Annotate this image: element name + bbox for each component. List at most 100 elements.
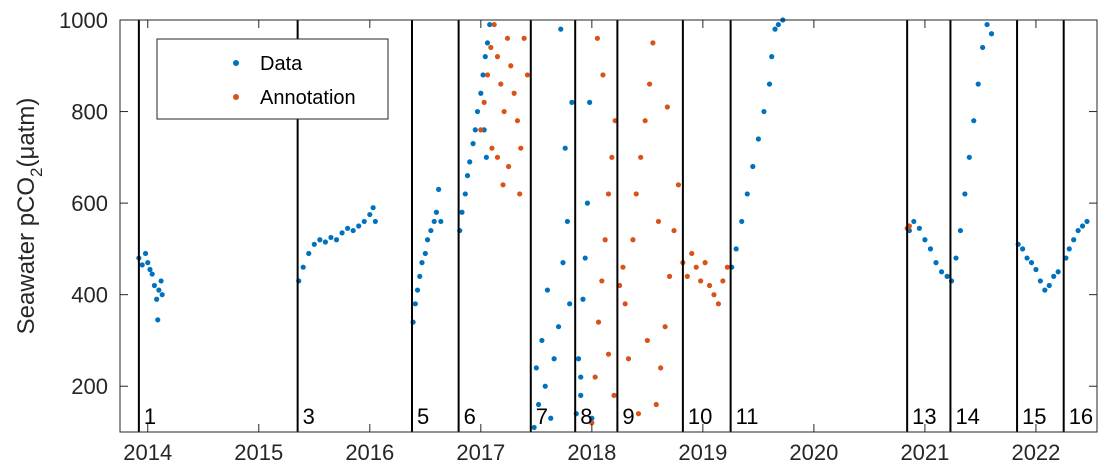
- point-annotation: [702, 260, 708, 266]
- point-data: [555, 324, 562, 330]
- point-data: [560, 260, 566, 266]
- point-data: [350, 227, 356, 234]
- point-data: [158, 278, 164, 284]
- point-annotation: [521, 35, 527, 41]
- point-data: [149, 271, 155, 277]
- point-data: [438, 218, 444, 225]
- point-data: [480, 72, 486, 78]
- point-data: [775, 21, 781, 28]
- point-annotation: [602, 237, 608, 243]
- point-data: [984, 21, 990, 28]
- segment-label: 16: [1069, 404, 1093, 429]
- point-data: [733, 246, 739, 252]
- point-data: [1075, 227, 1081, 234]
- segment-label: 7: [536, 404, 548, 429]
- point-data: [419, 260, 425, 266]
- point-data: [328, 234, 334, 241]
- x-tick-label: 2015: [234, 440, 283, 465]
- point-data: [462, 191, 468, 197]
- point-annotation: [478, 127, 484, 133]
- x-tick-label: 2018: [567, 440, 616, 465]
- point-data: [142, 250, 149, 257]
- point-data: [1024, 255, 1030, 261]
- point-annotation: [715, 301, 722, 307]
- point-data: [953, 255, 959, 261]
- point-annotation: [498, 81, 504, 87]
- point-annotation: [664, 104, 670, 110]
- point-data: [472, 127, 478, 133]
- x-tick-label: 2020: [789, 440, 838, 465]
- point-annotation: [484, 72, 491, 78]
- point-data: [1084, 218, 1090, 225]
- point-data: [156, 287, 162, 293]
- point-annotation: [698, 278, 704, 284]
- point-annotation: [518, 145, 524, 151]
- x-tick-label: 2019: [678, 440, 727, 465]
- point-annotation: [517, 191, 523, 197]
- point-data: [558, 26, 564, 32]
- point-annotation: [511, 90, 517, 96]
- segment-label: 3: [303, 404, 315, 429]
- point-data: [311, 241, 317, 247]
- point-data: [1028, 260, 1035, 266]
- point-data: [761, 108, 767, 115]
- point-data: [980, 44, 986, 51]
- y-axis-label-main: Seawater pCO: [13, 177, 40, 334]
- point-data: [467, 159, 473, 165]
- point-annotation: [666, 273, 673, 279]
- point-data: [535, 401, 542, 408]
- point-data: [306, 250, 312, 257]
- point-data: [582, 255, 588, 261]
- point-data: [933, 260, 939, 266]
- segment-label: 11: [736, 404, 759, 429]
- point-data: [155, 317, 161, 323]
- point-data: [938, 269, 945, 275]
- point-annotation: [653, 401, 659, 408]
- point-annotation: [638, 154, 644, 160]
- point-data: [470, 141, 476, 147]
- point-annotation: [693, 264, 699, 270]
- point-annotation: [622, 301, 628, 307]
- point-annotation: [599, 278, 605, 284]
- point-annotation: [508, 63, 514, 69]
- point-data: [414, 287, 421, 293]
- point-data: [154, 296, 160, 302]
- point-data: [966, 154, 972, 160]
- point-annotation: [605, 351, 612, 357]
- segment-label: 13: [912, 404, 936, 429]
- point-data: [147, 266, 153, 273]
- point-data: [1079, 223, 1086, 229]
- ticks-layer: 2014 2015 2016 2017 2018 2019 2020 2021 2022 200 4…: [59, 8, 1097, 465]
- point-data: [1055, 269, 1061, 275]
- point-data: [750, 163, 756, 170]
- point-data: [962, 191, 968, 197]
- x-tick-label: 2022: [1011, 440, 1060, 465]
- point-data: [569, 99, 575, 105]
- point-data: [739, 218, 745, 225]
- y-axis-label-subscript: 2: [27, 167, 46, 176]
- point-data: [564, 218, 571, 225]
- point-data: [584, 200, 591, 206]
- point-annotation: [635, 411, 642, 417]
- point-data: [339, 230, 345, 236]
- point-annotation: [595, 319, 602, 325]
- point-data: [1051, 273, 1057, 279]
- point-annotation: [625, 356, 632, 362]
- point-data: [575, 356, 582, 362]
- point-data: [145, 260, 151, 266]
- point-data: [911, 218, 917, 225]
- point-annotation: [706, 282, 713, 289]
- point-annotation: [491, 21, 497, 28]
- point-annotation: [605, 191, 612, 197]
- point-data: [587, 99, 593, 105]
- y-tick-label: 800: [71, 100, 108, 125]
- point-data: [578, 374, 584, 380]
- point-annotation: [658, 365, 664, 371]
- point-data: [927, 246, 934, 252]
- y-tick-label: 600: [71, 191, 108, 216]
- x-tick-label: 2014: [123, 440, 172, 465]
- point-data: [361, 218, 367, 225]
- segment-label: 15: [1022, 404, 1046, 429]
- point-data: [1033, 266, 1039, 273]
